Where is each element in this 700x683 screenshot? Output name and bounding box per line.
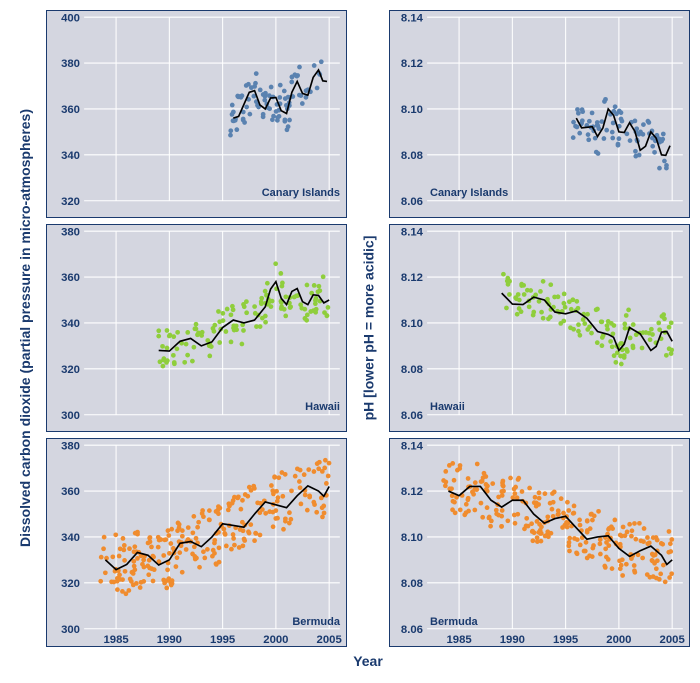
svg-text:1995: 1995 <box>210 635 235 646</box>
svg-text:8.08: 8.08 <box>401 150 423 162</box>
chart-panel-ph-hawaii: 8.06 8.08 8.10 8.12 8.14 Hawaii <box>389 224 690 432</box>
chart-panel-co2-hawaii: 300 320 340 360 380 Hawaii <box>46 224 347 432</box>
svg-text:8.06: 8.06 <box>401 624 423 636</box>
svg-text:380: 380 <box>61 58 80 70</box>
svg-text:340: 340 <box>61 150 80 162</box>
svg-text:2005: 2005 <box>317 635 342 646</box>
svg-text:360: 360 <box>61 272 80 284</box>
svg-text:8.14: 8.14 <box>401 227 424 239</box>
svg-text:340: 340 <box>61 532 80 544</box>
svg-text:8.14: 8.14 <box>401 12 424 24</box>
svg-text:8.08: 8.08 <box>401 364 423 376</box>
svg-text:2000: 2000 <box>606 635 631 646</box>
panel-label: Bermuda <box>430 616 478 628</box>
svg-text:400: 400 <box>61 12 80 24</box>
svg-text:2000: 2000 <box>263 635 288 646</box>
svg-text:380: 380 <box>61 227 80 239</box>
svg-text:360: 360 <box>61 487 80 499</box>
y-axis-right-label: pH [lower pH = more acidic] <box>360 236 376 421</box>
x-axis-label: Year <box>46 653 690 683</box>
svg-text:1985: 1985 <box>103 635 128 646</box>
svg-text:8.14: 8.14 <box>401 441 424 453</box>
panel-label: Bermuda <box>292 616 340 628</box>
y-axis-left-label: Dissolved carbon dioxide (partial pressu… <box>17 109 33 547</box>
svg-text:360: 360 <box>61 104 80 116</box>
svg-text:8.12: 8.12 <box>401 487 423 499</box>
svg-text:8.10: 8.10 <box>401 532 423 544</box>
svg-text:8.12: 8.12 <box>401 272 423 284</box>
svg-text:1985: 1985 <box>446 635 471 646</box>
svg-text:380: 380 <box>61 441 80 453</box>
chart-panel-ph-canary: 8.06 8.08 8.10 8.12 8.14 Canary Islands <box>389 10 690 218</box>
svg-text:320: 320 <box>61 364 80 376</box>
svg-text:1990: 1990 <box>157 635 182 646</box>
chart-panel-co2-bermuda: 300 320 340 360 380 1985 1990 1995 2000 2005 Bermu… <box>46 438 347 646</box>
svg-text:300: 300 <box>61 410 80 422</box>
svg-text:1995: 1995 <box>553 635 578 646</box>
svg-text:8.06: 8.06 <box>401 410 423 422</box>
chart-panel-co2-canary: 320 340 360 380 400 Canary Islands <box>46 10 347 218</box>
svg-text:8.10: 8.10 <box>401 318 423 330</box>
svg-text:8.08: 8.08 <box>401 578 423 590</box>
svg-text:320: 320 <box>61 196 80 208</box>
panel-label: Canary Islands <box>430 187 508 199</box>
panel-label: Canary Islands <box>262 187 340 199</box>
svg-text:300: 300 <box>61 624 80 636</box>
svg-text:340: 340 <box>61 318 80 330</box>
svg-text:1990: 1990 <box>500 635 525 646</box>
panel-label: Hawaii <box>430 401 465 413</box>
svg-text:8.12: 8.12 <box>401 58 423 70</box>
chart-panel-ph-bermuda: 8.06 8.08 8.10 8.12 8.14 1985 1990 1995 2000 2005… <box>389 438 690 646</box>
svg-text:8.10: 8.10 <box>401 104 423 116</box>
svg-text:320: 320 <box>61 578 80 590</box>
panel-label: Hawaii <box>305 401 340 413</box>
svg-text:2005: 2005 <box>660 635 685 646</box>
svg-text:8.06: 8.06 <box>401 196 423 208</box>
